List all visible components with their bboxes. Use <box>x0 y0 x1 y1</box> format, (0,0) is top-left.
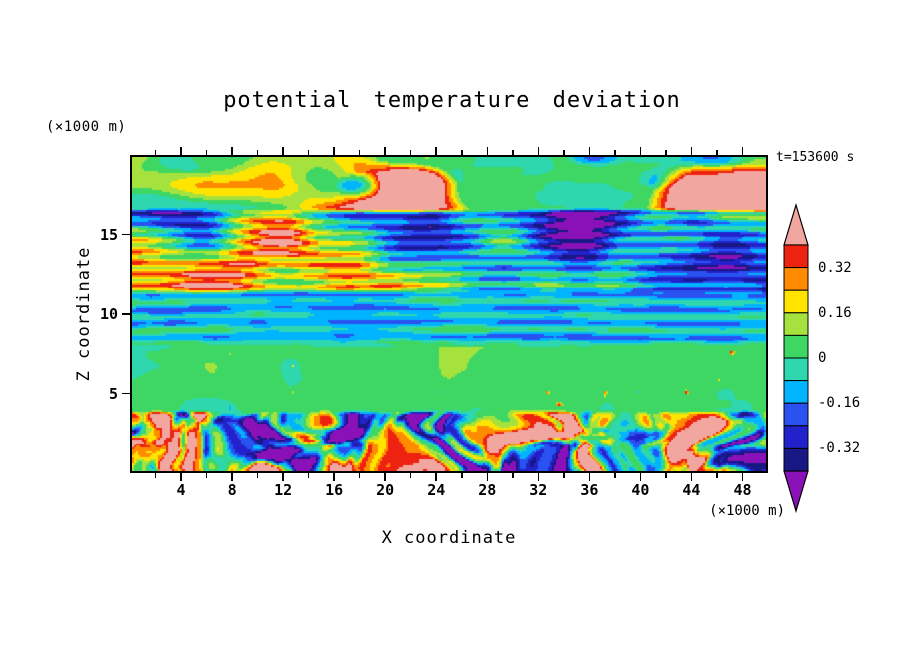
colorbar-over-arrow <box>783 203 809 246</box>
x-axis-tick-bottom <box>180 473 182 481</box>
x-tick-label: 32 <box>529 481 548 499</box>
x-axis-tick-top <box>154 150 157 155</box>
plot-area <box>130 155 768 473</box>
x-axis-tick-top <box>614 150 616 155</box>
colorbar-segment <box>783 425 809 449</box>
x-axis-tick-top <box>307 150 310 155</box>
x-axis-tick-bottom <box>409 473 412 478</box>
x-tick-label: 4 <box>176 481 186 499</box>
x-axis-tick-bottom <box>282 473 284 481</box>
colorbar-segment <box>783 244 809 269</box>
x-axis-tick-top <box>665 150 667 155</box>
x-axis-tick-bottom <box>741 473 744 481</box>
x-tick-label: 28 <box>478 481 497 499</box>
y-tick-label: 5 <box>108 384 118 403</box>
x-axis-tick-top <box>180 147 182 155</box>
colorbar-segment <box>783 289 809 314</box>
x-tick-label: 20 <box>376 481 395 499</box>
colorbar-segment <box>783 380 809 404</box>
x-axis-tick-top <box>231 147 233 155</box>
x-axis-tick-top <box>639 147 642 155</box>
x-tick-label: 24 <box>427 481 446 499</box>
x-axis-tick-top <box>716 150 718 155</box>
x-tick-label: 40 <box>631 481 650 499</box>
x-tick-label: 16 <box>325 481 344 499</box>
colorbar-tick-label: 0 <box>818 350 827 366</box>
x-axis-tick-bottom <box>639 473 642 481</box>
colorbar-tick-label: 0.32 <box>818 259 852 276</box>
colorbar-segment <box>783 334 809 359</box>
x-axis-tick-top <box>741 147 744 155</box>
colorbar-under-arrow <box>783 470 809 514</box>
x-axis-tick-top <box>333 147 335 155</box>
colorbar-segment <box>783 402 809 427</box>
x-axis-tick-top <box>205 150 208 155</box>
x-axis-tick-bottom <box>384 473 386 481</box>
colorbar-segment <box>783 447 809 472</box>
colorbar-tick-label: -0.16 <box>818 395 861 412</box>
heatmap-field <box>132 157 766 471</box>
y-tick-label: 15 <box>99 225 118 244</box>
colorbar <box>783 203 809 514</box>
colorbar-segment <box>783 357 809 382</box>
x-axis-tick-bottom <box>588 473 591 481</box>
x-axis-tick-bottom <box>614 473 616 478</box>
x-tick-label: 36 <box>580 481 599 499</box>
colorbar-segment <box>783 312 809 336</box>
z-axis-units-label: (×1000 m) <box>46 119 127 135</box>
x-axis-tick-bottom <box>461 473 463 478</box>
x-axis-tick-bottom <box>205 473 208 478</box>
x-axis-tick-top <box>588 147 591 155</box>
time-annotation: t=153600 s <box>776 150 855 165</box>
x-axis-tick-bottom <box>486 473 489 481</box>
x-axis-tick-bottom <box>435 473 437 481</box>
x-axis-tick-bottom <box>333 473 335 481</box>
x-axis-tick-top <box>384 147 386 155</box>
x-axis-tick-top <box>282 147 284 155</box>
x-axis-tick-top <box>563 150 565 155</box>
x-axis-tick-top <box>690 147 693 155</box>
x-axis-label: X coordinate <box>381 528 517 548</box>
x-axis-tick-top <box>486 147 489 155</box>
x-axis-tick-top <box>537 147 540 155</box>
x-axis-tick-bottom <box>665 473 667 478</box>
y-axis-tick <box>122 233 130 236</box>
x-axis-tick-bottom <box>256 473 259 478</box>
colorbar-segment <box>783 267 809 291</box>
x-axis-tick-top <box>409 150 412 155</box>
x-tick-label: 44 <box>682 481 701 499</box>
x-axis-tick-top <box>358 150 361 155</box>
x-axis-units-label: (×1000 m) <box>709 503 785 519</box>
colorbar-tick-label: 0.16 <box>818 304 852 321</box>
x-axis-tick-bottom <box>690 473 693 481</box>
x-axis-tick-top <box>256 150 259 155</box>
y-axis-tick <box>122 313 130 315</box>
x-axis-tick-bottom <box>358 473 361 478</box>
x-tick-label: 8 <box>227 481 237 499</box>
x-axis-tick-top <box>512 150 514 155</box>
x-axis-tick-bottom <box>563 473 565 478</box>
x-axis-tick-bottom <box>716 473 718 478</box>
x-axis-tick-top <box>461 150 463 155</box>
x-axis-tick-top <box>435 147 437 155</box>
y-tick-label: 10 <box>99 305 118 323</box>
x-axis-tick-bottom <box>537 473 540 481</box>
x-axis-tick-bottom <box>231 473 233 481</box>
x-tick-label: 12 <box>274 481 293 499</box>
x-tick-label: 48 <box>733 481 752 499</box>
y-axis-tick <box>122 392 130 395</box>
x-axis-tick-bottom <box>512 473 514 478</box>
colorbar-tick-label: -0.32 <box>818 440 861 457</box>
chart-title: potential temperature deviation <box>223 88 681 113</box>
x-axis-tick-bottom <box>154 473 157 478</box>
x-axis-tick-bottom <box>307 473 310 478</box>
